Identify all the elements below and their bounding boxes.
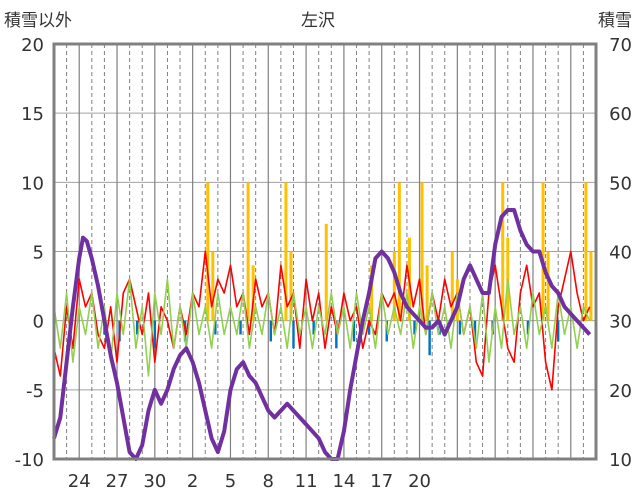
precipitation-bar — [501, 182, 505, 321]
sunshine-bar — [413, 320, 416, 335]
sunshine-bar — [556, 320, 560, 342]
precipitation-bar — [206, 182, 210, 321]
precipitation-bar — [420, 182, 424, 321]
sunshine-bar — [135, 320, 139, 335]
y-left-ticks: 20 15 10 5 0 -5 -10 — [15, 35, 44, 471]
precipitation-bar — [584, 182, 588, 321]
sunshine-bar — [312, 320, 315, 335]
sunshine-bar — [335, 320, 338, 349]
x-tick-label: 27 — [106, 471, 129, 492]
x-tick-label: 24 — [68, 471, 91, 492]
x-tick-label: 2 — [187, 471, 198, 492]
x-tick-label: 5 — [225, 471, 236, 492]
sunshine-bar — [458, 320, 462, 335]
x-tick-label: 14 — [332, 471, 355, 492]
precipitation-bar — [450, 251, 454, 321]
y-left-tick-label: 15 — [21, 104, 44, 125]
y-right-ticks: 70 60 50 40 30 20 10 — [609, 35, 632, 471]
sunshine-bar — [269, 320, 272, 342]
precipitation-bar — [370, 265, 374, 321]
x-tick-label: 8 — [263, 471, 274, 492]
sunshine-bar — [292, 320, 295, 349]
chart-title: 左沢 — [301, 11, 335, 31]
x-tick-label: 17 — [370, 471, 393, 492]
x-ticks: 24 27 30 2 5 8 11 14 17 20 — [68, 471, 431, 492]
sunshine-bar — [428, 320, 431, 356]
precipitation-bar — [397, 182, 401, 321]
wind-line — [53, 278, 591, 377]
y-right-tick-label: 30 — [609, 312, 632, 333]
y-left-label: 積雪以外 — [4, 11, 72, 31]
sunshine-bar — [352, 320, 356, 342]
precipitation-bar — [284, 182, 288, 321]
y-left-tick-label: 10 — [21, 173, 44, 194]
precipitation-bar — [211, 251, 215, 321]
y-left-tick-label: 0 — [33, 312, 44, 333]
y-right-tick-label: 40 — [609, 243, 632, 264]
y-right-tick-label: 10 — [609, 450, 632, 471]
sunshine-bar — [153, 320, 157, 349]
y-left-tick-label: -5 — [26, 381, 44, 402]
y-right-tick-label: 60 — [609, 104, 632, 125]
snow-depth-line — [52, 208, 592, 461]
y-right-tick-label: 20 — [609, 381, 632, 402]
precipitation-bar — [289, 251, 293, 321]
y-right-label: 積雪 — [598, 11, 632, 31]
x-tick-label: 20 — [408, 471, 431, 492]
precipitation-bar — [541, 182, 545, 321]
y-right-tick-label: 70 — [609, 35, 632, 56]
sunshine-bar — [214, 320, 217, 335]
plot-frame — [52, 42, 598, 461]
x-tick-label: 30 — [143, 471, 166, 492]
precipitation-bar — [392, 251, 396, 321]
x-tick-label: 11 — [295, 471, 318, 492]
precipitation-bar — [251, 265, 255, 321]
precipitation-bar — [589, 251, 593, 321]
precipitation-bar — [324, 223, 328, 321]
y-left-tick-label: -10 — [15, 450, 44, 471]
sunshine-bar — [526, 320, 530, 335]
y-left-tick-label: 20 — [21, 35, 44, 56]
y-left-tick-label: 5 — [33, 243, 44, 264]
sunshine-bar — [367, 320, 371, 335]
line-series — [52, 208, 592, 461]
chart-grid — [54, 44, 596, 459]
precipitation-bar — [246, 182, 250, 321]
precipitation-bar — [425, 265, 429, 321]
precipitation-bar — [546, 251, 550, 321]
sunshine-bar — [239, 320, 242, 335]
y-right-tick-label: 50 — [609, 173, 632, 194]
sunshine-bar — [473, 320, 477, 342]
